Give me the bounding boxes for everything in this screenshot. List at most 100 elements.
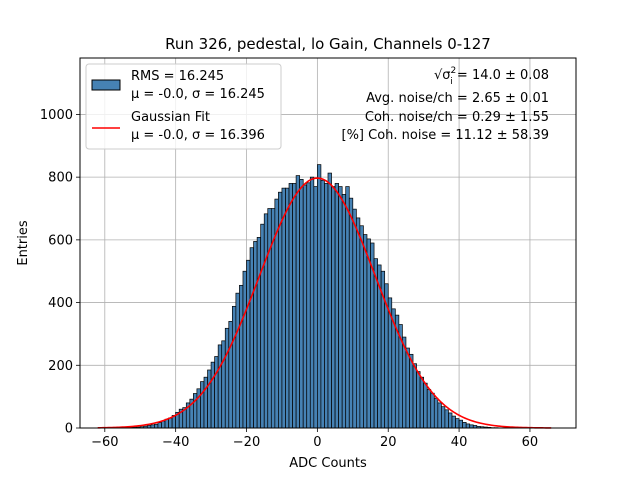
histogram-bar <box>412 363 417 429</box>
histogram-bar <box>267 208 272 429</box>
x-tick-label: −40 <box>162 435 189 450</box>
histogram-bar <box>292 183 297 429</box>
histogram-bar <box>345 186 350 429</box>
histogram-bar <box>430 392 435 429</box>
histogram-bar <box>426 389 432 429</box>
histogram-bar <box>363 234 368 429</box>
x-tick-label: 20 <box>380 435 397 450</box>
histogram-bar <box>221 340 226 429</box>
histogram-bar <box>214 356 219 429</box>
histogram-bar <box>423 382 428 429</box>
annotation-total-noise-sub: i <box>450 77 453 87</box>
histogram-bar <box>402 336 407 429</box>
histogram-bar <box>334 183 339 429</box>
histogram-bar <box>352 208 357 429</box>
histogram-bar <box>210 361 215 429</box>
histogram-bar <box>154 423 159 429</box>
x-tick-label: 0 <box>313 435 321 450</box>
histogram-bar <box>263 213 269 429</box>
y-tick-label: 200 <box>48 359 73 374</box>
histogram-bar <box>246 259 251 429</box>
histogram-bar <box>455 418 460 429</box>
y-axis-ticks: 0 200 400 600 800 1000 <box>40 108 80 437</box>
histogram-bar <box>168 417 173 429</box>
histogram-bar <box>433 397 439 429</box>
histogram-bar <box>288 183 293 429</box>
histogram-bar <box>359 225 364 429</box>
histogram-bar <box>317 164 322 429</box>
histogram-bar <box>242 270 247 429</box>
y-axis-label: Entries <box>16 220 31 266</box>
histogram-bar <box>419 376 425 429</box>
histogram-bar <box>235 292 240 429</box>
x-tick-label: −60 <box>91 435 118 450</box>
histogram-bar <box>458 419 463 429</box>
legend-box <box>85 63 282 150</box>
histogram-bar <box>309 176 315 429</box>
histogram-bar <box>444 409 449 429</box>
histogram-bar <box>366 238 371 429</box>
legend: RMS = 16.245 μ = -0.0, σ = 16.245 Gaussi… <box>85 63 282 150</box>
x-axis-label: ADC Counts <box>289 456 367 471</box>
histogram-bar <box>161 420 166 429</box>
histogram-bar <box>256 237 262 429</box>
histogram-bar <box>285 187 290 429</box>
annotation-coh-noise: Coh. noise/ch = 0.29 ± 1.55 <box>365 110 549 125</box>
y-tick-label: 600 <box>48 233 73 248</box>
histogram-bar <box>249 247 254 429</box>
histogram-bar <box>239 284 244 429</box>
histogram-bar <box>313 186 318 429</box>
histogram-bar <box>416 371 421 429</box>
histogram-bar <box>228 321 233 429</box>
x-tick-label: 60 <box>522 435 539 450</box>
histogram-bar <box>355 217 361 429</box>
histogram-bar <box>324 183 329 429</box>
histogram-bar <box>373 258 378 429</box>
y-tick-label: 400 <box>48 296 73 311</box>
annotation-total-noise-prefix: √σ <box>434 68 451 83</box>
annotation-avg-noise: Avg. noise/ch = 2.65 ± 0.01 <box>366 91 549 106</box>
histogram-bar <box>448 412 453 429</box>
histogram-bar <box>441 406 446 429</box>
noise-annotations: √σ2 i = 14.0 ± 0.08 Avg. noise/ch = 2.65 … <box>342 66 550 143</box>
histogram-bar <box>320 179 325 429</box>
histogram-bar <box>203 376 208 429</box>
histogram-bar <box>260 223 265 429</box>
histogram-bar <box>295 175 301 429</box>
histogram-bar <box>437 402 442 429</box>
histogram-bar <box>302 184 308 429</box>
y-tick-label: 0 <box>65 422 73 437</box>
legend-fit-label: Gaussian Fit <box>131 110 210 125</box>
histogram-bar <box>299 178 304 429</box>
histogram-bar <box>405 347 410 429</box>
histogram-bar <box>327 172 332 429</box>
histogram-bar <box>157 422 162 429</box>
x-axis-ticks: −60 −40 −20 0 20 40 60 <box>91 428 538 450</box>
annotation-coh-noise-percent: [%] Coh. noise = 11.12 ± 58.39 <box>342 128 550 143</box>
histogram-bar <box>200 381 205 429</box>
histogram-bar <box>462 422 467 429</box>
histogram-bar <box>451 415 456 429</box>
histogram-bar <box>231 305 237 429</box>
x-tick-label: 40 <box>451 435 468 450</box>
gaussian-fit-curve <box>97 177 552 429</box>
gaussian-fit-line <box>97 177 552 429</box>
histogram-bar <box>338 186 343 429</box>
histogram-bar <box>217 344 223 429</box>
histogram-bar <box>331 186 336 429</box>
y-tick-label: 800 <box>48 171 73 186</box>
annotation-total-noise-value: = 14.0 ± 0.08 <box>453 68 549 83</box>
y-tick-label: 1000 <box>40 108 73 123</box>
legend-histogram-stats: μ = -0.0, σ = 16.245 <box>131 87 265 102</box>
histogram-bar <box>341 194 347 429</box>
legend-histogram-swatch <box>91 79 121 91</box>
histogram-bar <box>465 423 471 429</box>
histogram-bar <box>207 369 212 429</box>
histogram-bar <box>348 197 354 429</box>
x-tick-label: −20 <box>233 435 260 450</box>
legend-histogram-label: RMS = 16.245 <box>131 69 224 84</box>
histogram-bar <box>224 327 230 429</box>
annotation-total-noise-sup: 2 <box>451 66 457 76</box>
plot-frame <box>79 57 577 429</box>
